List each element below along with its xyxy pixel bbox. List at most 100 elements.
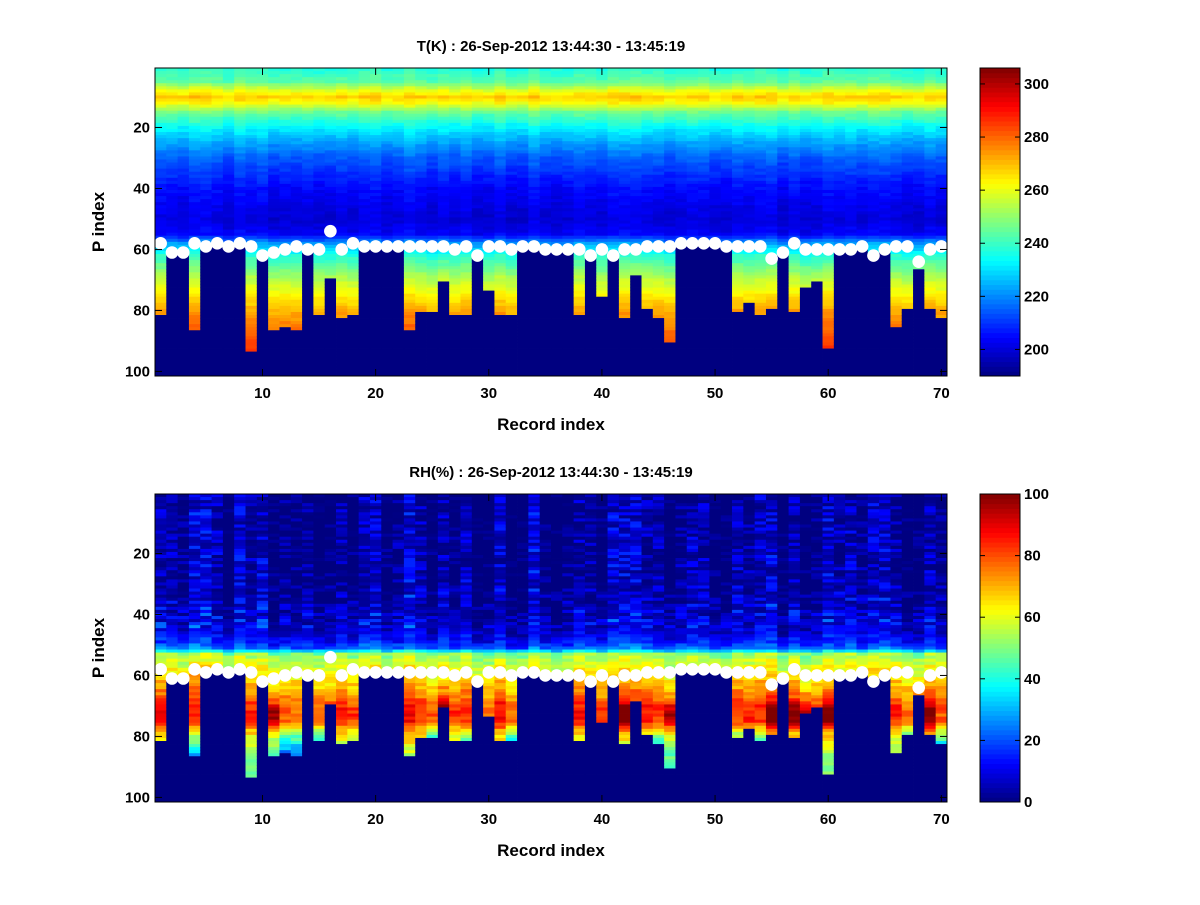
heatmap-cell (313, 339, 326, 343)
heatmap-cell (607, 229, 620, 234)
heatmap-cell (392, 354, 405, 359)
heatmap-cell (268, 366, 280, 371)
heatmap-cell (641, 71, 654, 75)
heatmap-cell (415, 308, 427, 313)
heatmap-cell (573, 278, 586, 282)
heatmap-cell (641, 183, 654, 188)
heatmap-cell (403, 354, 416, 359)
heatmap-cell (211, 98, 224, 102)
heatmap-cell (426, 336, 439, 340)
heatmap-cell (584, 202, 597, 206)
heatmap-cell (347, 254, 360, 258)
heatmap-cell (686, 348, 699, 352)
heatmap-cell (392, 333, 405, 337)
heatmap-cell (415, 336, 427, 340)
heatmap-cell (302, 229, 314, 234)
heatmap-cell (290, 345, 303, 349)
heatmap-cell (460, 89, 473, 93)
heatmap-cell (290, 171, 303, 176)
heatmap-cell (188, 220, 201, 224)
heatmap-cell (539, 116, 552, 121)
heatmap-cell (290, 74, 303, 78)
heatmap-cell (630, 220, 642, 224)
heatmap-cell (324, 107, 337, 112)
heatmap-cell (562, 235, 575, 240)
heatmap-cell (517, 281, 529, 285)
heatmap-cell (245, 351, 258, 356)
heatmap-cell (573, 223, 586, 227)
heatmap-cell (573, 86, 586, 90)
heatmap-cell (234, 223, 246, 227)
heatmap-cell (686, 156, 699, 160)
heatmap-cell (336, 153, 348, 157)
heatmap-cell (641, 254, 654, 258)
heatmap-cell (256, 101, 269, 105)
heatmap-cell (573, 296, 586, 301)
heatmap-cell (426, 263, 439, 267)
heatmap-cell (279, 311, 292, 316)
heatmap-cell (709, 74, 722, 78)
heatmap-cell (403, 147, 416, 151)
heatmap-cell (290, 275, 303, 279)
heatmap-cell (381, 180, 393, 185)
heatmap-cell (347, 318, 360, 322)
heatmap-cell (245, 360, 258, 365)
heatmap-cell (369, 92, 382, 96)
heatmap-cell (392, 174, 405, 179)
heatmap-cell (652, 266, 665, 270)
heatmap-cell (381, 208, 393, 212)
heatmap-cell (347, 293, 360, 298)
heatmap-cell (200, 220, 212, 224)
heatmap-cell (449, 86, 461, 90)
heatmap-cell (358, 211, 371, 215)
heatmap-cell (268, 287, 280, 292)
heatmap-cell (630, 138, 642, 142)
heatmap-cell (369, 269, 382, 273)
heatmap-cell (313, 95, 326, 99)
heatmap-cell (155, 263, 167, 267)
heatmap-cell (403, 311, 416, 316)
heatmap-cell (517, 293, 529, 298)
heatmap-cell (460, 189, 473, 194)
heatmap-cell (437, 153, 450, 157)
heatmap-cell (177, 208, 190, 212)
heatmap-cell (630, 357, 642, 362)
heatmap-cell (279, 107, 292, 112)
heatmap-cell (177, 296, 190, 301)
heatmap-cell (256, 116, 269, 121)
heatmap-cell (381, 324, 393, 328)
heatmap-cell (528, 345, 541, 349)
heatmap-cell (166, 302, 179, 307)
heatmap-cell (302, 147, 314, 151)
heatmap-cell (369, 193, 382, 197)
heatmap-cell (528, 302, 541, 307)
heatmap-cell (200, 86, 212, 90)
heatmap-cell (539, 354, 552, 359)
heatmap-cell (155, 299, 167, 304)
heatmap-cell (709, 177, 722, 182)
heatmap-cell (302, 156, 314, 160)
heatmap-cell (392, 171, 405, 176)
heatmap-cell (324, 342, 337, 346)
heatmap-cell (166, 318, 179, 322)
heatmap-cell (279, 339, 292, 343)
heatmap-cell (618, 357, 631, 362)
heatmap-cell (188, 205, 201, 209)
heatmap-cell (188, 287, 201, 292)
heatmap-cell (641, 324, 654, 328)
heatmap-cell (200, 125, 212, 130)
heatmap-cell (279, 345, 292, 349)
heatmap-cell (551, 223, 563, 227)
heatmap-cell (528, 83, 541, 87)
heatmap-cell (698, 171, 710, 176)
heatmap-cell (539, 83, 552, 87)
heatmap-cell (415, 321, 427, 325)
heatmap-cell (584, 162, 597, 166)
heatmap-cell (539, 327, 552, 331)
heatmap-cell (290, 71, 303, 75)
heatmap-cell (471, 89, 484, 93)
heatmap-cell (166, 226, 179, 231)
heatmap-cell (290, 342, 303, 346)
heatmap-cell (177, 299, 190, 304)
heatmap-cell (358, 345, 371, 349)
